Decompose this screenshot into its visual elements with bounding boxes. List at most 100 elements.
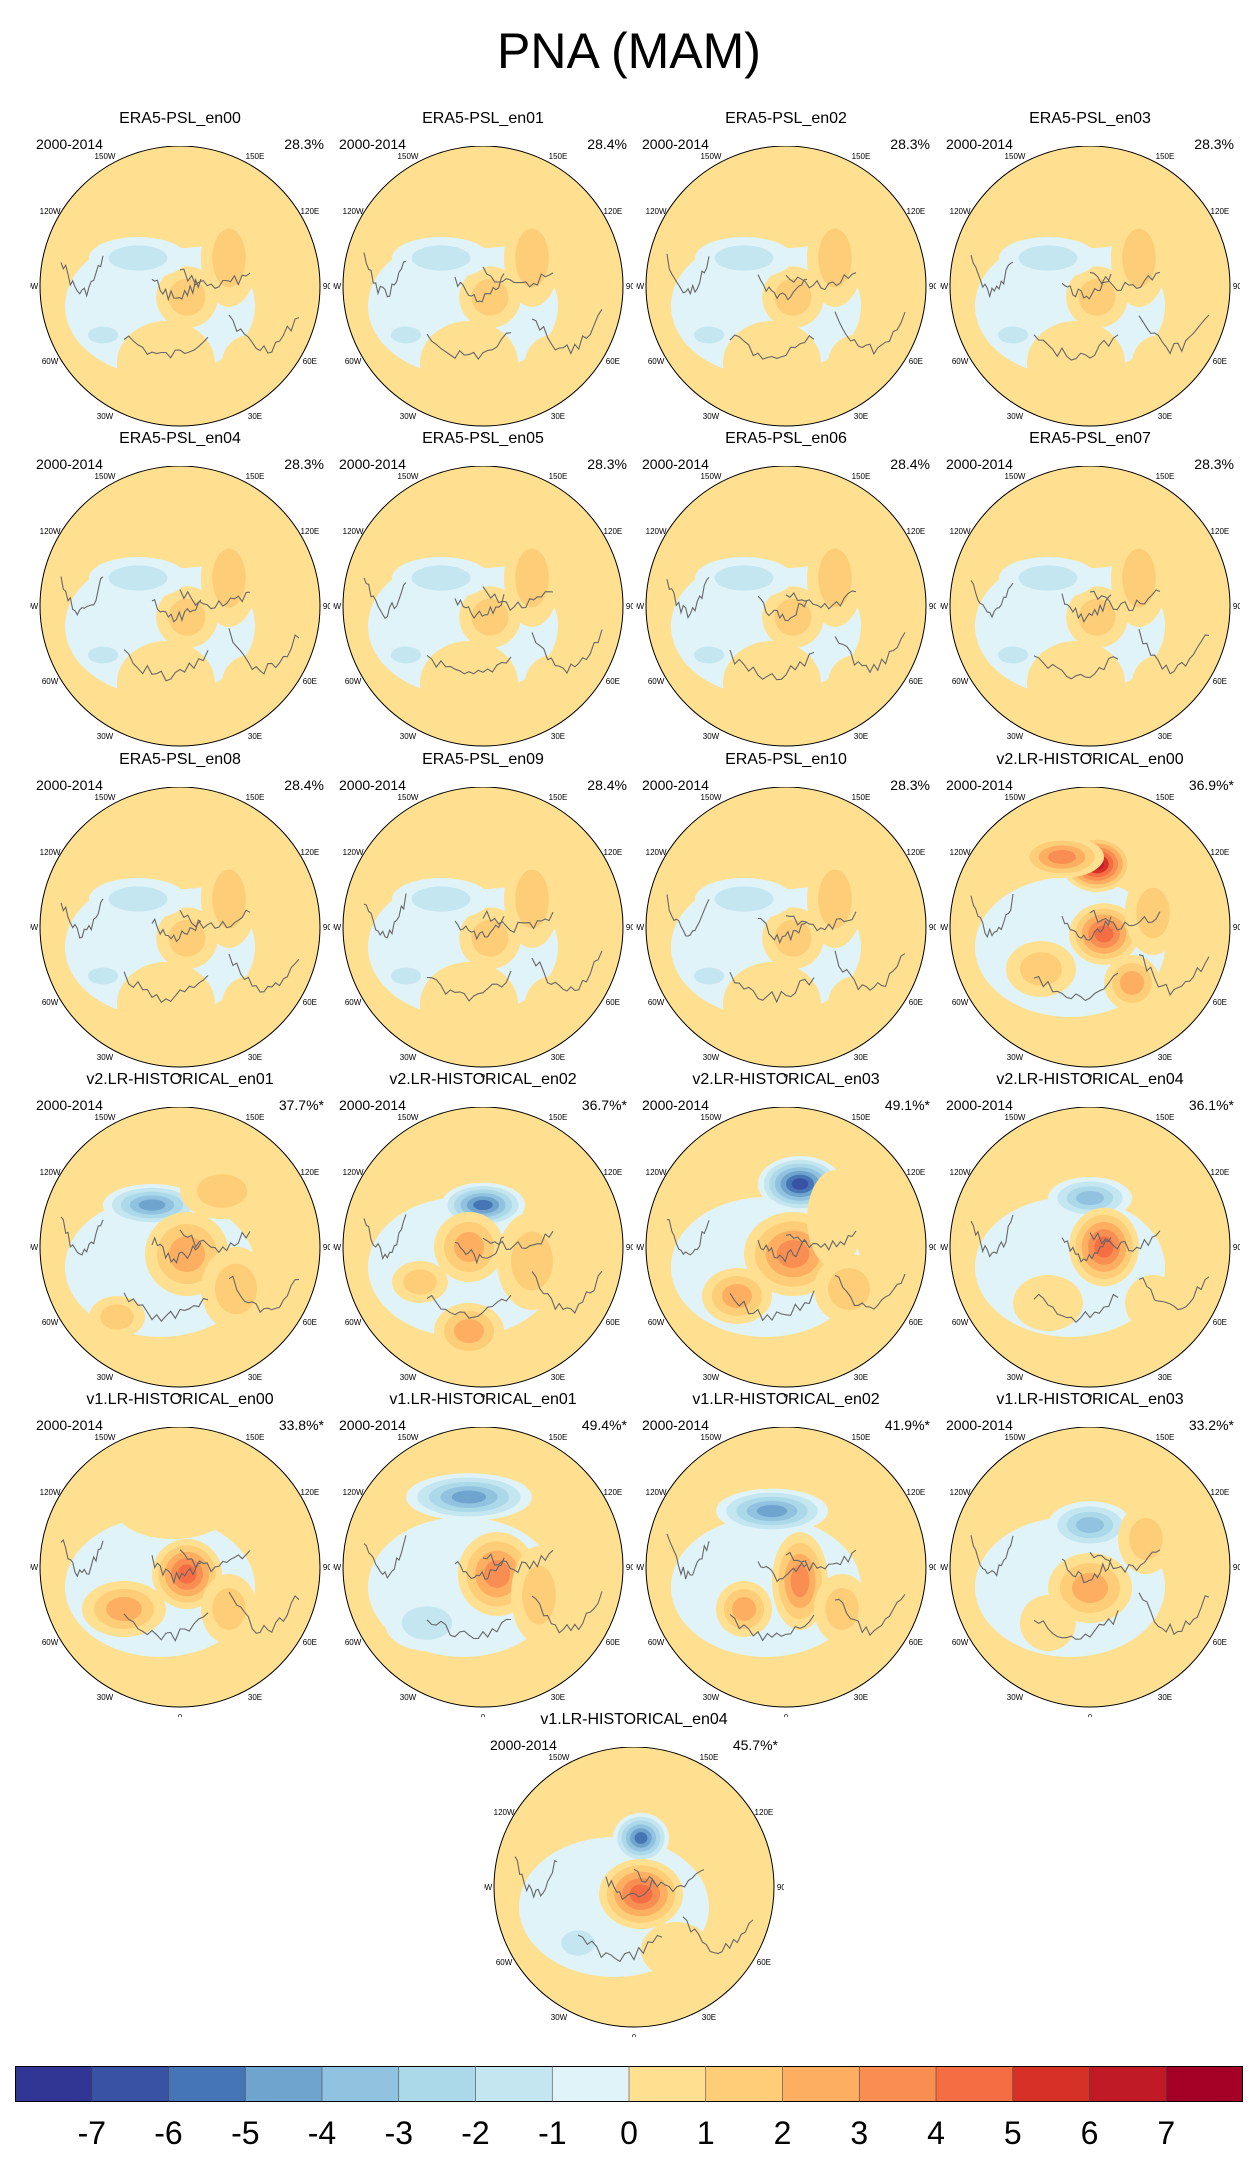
field-contour: [997, 646, 1029, 664]
longitude-label: 150W: [95, 1433, 116, 1442]
longitude-label: 150W: [398, 472, 419, 481]
longitude-label: 60E: [909, 1638, 923, 1647]
longitude-label: 90W: [30, 1243, 39, 1252]
longitude-label: 90E: [929, 1563, 936, 1572]
longitude-label: 60E: [303, 1318, 317, 1327]
map-panel: ERA5-PSL_en022000-201428.3%180150E120E90…: [636, 110, 936, 436]
coastline: [123, 649, 209, 682]
polar-map: 180150E120E90E60E30E030W60W90W120W150W: [940, 146, 1240, 436]
panel-period: 2000-2014: [642, 136, 709, 152]
panel-explained-variance: 28.3%: [284, 136, 324, 152]
longitude-label: 150E: [1156, 152, 1175, 161]
longitude-label: 150E: [852, 472, 871, 481]
longitude-label: 120W: [950, 207, 971, 216]
longitude-label: 150E: [1156, 1433, 1175, 1442]
colorbar-swatch: [475, 2066, 553, 2102]
field-contour: [1129, 1518, 1163, 1560]
longitude-label: 150W: [1005, 472, 1026, 481]
coastline: [1089, 589, 1161, 611]
panel-title: v2.LR-HISTORICAL_en03: [692, 1071, 880, 1088]
field-contour: [714, 245, 774, 271]
field-contour: [1020, 1595, 1076, 1651]
map-border: [493, 1747, 775, 2028]
longitude-label: 60W: [42, 1638, 59, 1647]
map-border: [949, 146, 1231, 427]
coastline: [531, 309, 603, 355]
longitude-label: 30W: [1007, 1373, 1024, 1382]
longitude-label: 120W: [950, 848, 971, 857]
panel-period: 2000-2014: [339, 136, 406, 152]
longitude-label: 30E: [1158, 412, 1172, 421]
longitude-label: 150E: [246, 152, 265, 161]
panel-title: ERA5-PSL_en09: [422, 751, 544, 768]
field-contour: [1018, 565, 1078, 591]
longitude-label: 90E: [1233, 923, 1240, 932]
longitude-label: 90E: [929, 1243, 936, 1252]
colorbar-tick-label: 6: [1081, 2115, 1099, 2151]
longitude-label: 90E: [1233, 1243, 1240, 1252]
coastline: [729, 971, 815, 1004]
coastline: [758, 917, 808, 945]
map-border: [39, 1107, 321, 1388]
longitude-label: 120E: [907, 848, 926, 857]
coastline: [834, 1593, 906, 1637]
longitude-label: 120W: [950, 1488, 971, 1497]
coastline: [757, 595, 808, 622]
polar-map: 180150E120E90E60E30E030W60W90W120W150W: [333, 146, 633, 436]
field-contour: [1122, 548, 1156, 608]
map-panel: v2.LR-HISTORICAL_en042000-201436.1%*1801…: [940, 1071, 1240, 1397]
longitude-label: 0: [784, 432, 789, 436]
panel-title: v1.LR-HISTORICAL_en03: [996, 1391, 1184, 1408]
coastline: [970, 893, 1014, 939]
coastline: [228, 1275, 300, 1314]
longitude-label: 150W: [701, 152, 722, 161]
coastline: [757, 1238, 808, 1263]
longitude-label: 60E: [757, 1958, 771, 1967]
coastline: [577, 1934, 663, 1963]
longitude-label: 0: [178, 1713, 183, 1717]
field-contour: [641, 1922, 711, 1978]
longitude-label: 30W: [400, 1053, 417, 1062]
field-contour: [168, 278, 206, 316]
longitude-label: 120E: [604, 848, 623, 857]
polar-map: 180150E120E90E60E30E030W60W90W120W150W: [30, 466, 330, 756]
coastline: [1033, 1610, 1119, 1640]
colorbar-tick-label: 5: [1004, 2115, 1022, 2151]
coastline: [482, 586, 554, 612]
longitude-label: 60E: [303, 1638, 317, 1647]
coastline: [482, 1230, 554, 1250]
field-contour: [451, 1490, 487, 1504]
coastline: [970, 255, 1014, 299]
longitude-label: 120E: [301, 527, 320, 536]
longitude-label: 120W: [40, 848, 61, 857]
longitude-label: 60E: [606, 357, 620, 366]
field-contour: [411, 565, 471, 591]
longitude-label: 90W: [636, 282, 645, 291]
coastline: [785, 911, 857, 932]
field-contour: [454, 1232, 484, 1262]
panel-explained-variance: 28.3%: [890, 777, 930, 793]
coastline: [1089, 1549, 1161, 1574]
panel-title: v2.LR-HISTORICAL_en01: [86, 1071, 274, 1088]
panel-explained-variance: 28.4%: [587, 777, 627, 793]
coastline: [970, 1535, 1014, 1577]
longitude-label: 90W: [636, 602, 645, 611]
longitude-label: 60W: [42, 357, 59, 366]
coastline: [123, 971, 209, 1004]
coastline: [1061, 273, 1112, 300]
coastline: [1138, 314, 1210, 355]
panel-title: ERA5-PSL_en05: [422, 430, 544, 447]
longitude-label: 0: [1088, 752, 1093, 756]
longitude-label: 60W: [345, 1638, 362, 1647]
panel-period: 2000-2014: [946, 136, 1013, 152]
longitude-label: 30W: [97, 1373, 114, 1382]
longitude-label: 30W: [1007, 412, 1024, 421]
field-contour: [117, 1483, 229, 1539]
longitude-label: 120E: [301, 207, 320, 216]
coastline: [60, 1538, 104, 1578]
panel-explained-variance: 33.8%*: [278, 1417, 324, 1433]
polar-map: 180150E120E90E60E30E030W60W90W120W150W: [940, 787, 1240, 1077]
coastline: [834, 950, 906, 991]
field-contour: [1076, 1191, 1104, 1205]
longitude-label: 90W: [940, 282, 949, 291]
